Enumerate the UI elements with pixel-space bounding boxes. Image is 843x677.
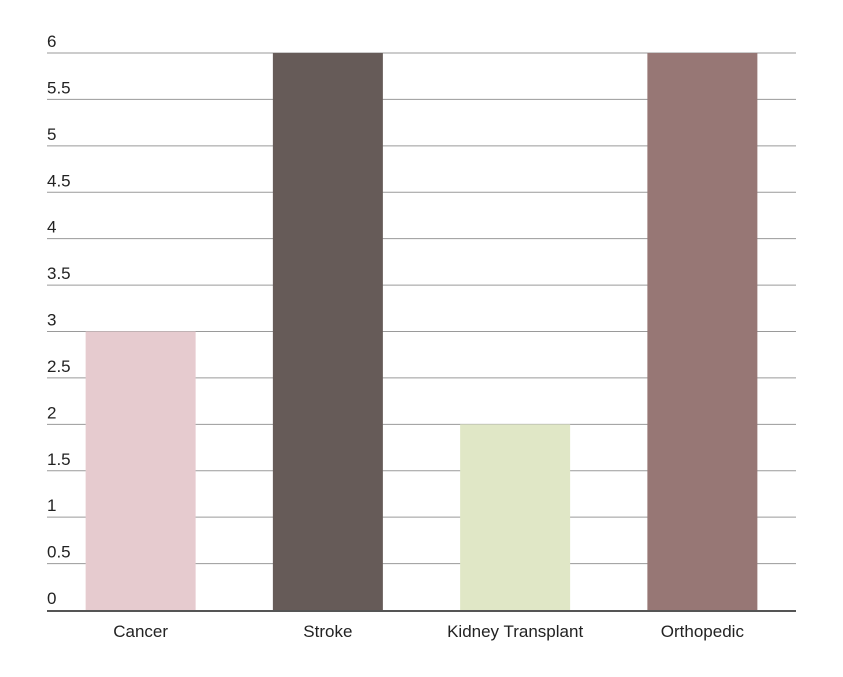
y-tick-label: 3	[47, 311, 56, 330]
y-tick-label: 3.5	[47, 264, 71, 283]
y-tick-label: 2	[47, 403, 56, 422]
bar-cancer	[85, 331, 196, 610]
y-tick-label: 6	[47, 32, 56, 51]
bars	[85, 53, 758, 610]
x-category-label: Kidney Transplant	[447, 622, 583, 641]
y-tick-label: 4.5	[47, 171, 71, 190]
y-tick-label: 1.5	[47, 450, 71, 469]
y-tick-label: 5	[47, 125, 56, 144]
y-tick-label: 1	[47, 496, 56, 515]
bar-stroke	[272, 53, 383, 610]
y-tick-label: 5.5	[47, 78, 71, 97]
y-tick-label: 4	[47, 218, 56, 237]
bar-kidney-transplant	[460, 424, 571, 610]
y-tick-label: 0	[47, 589, 56, 608]
x-category-label: Stroke	[303, 622, 352, 641]
x-axis-category-labels: Cancer Stroke Kidney Transplant Orthopedic	[113, 622, 744, 641]
bar-orthopedic	[647, 53, 758, 610]
x-category-label: Orthopedic	[661, 622, 745, 641]
y-axis-tick-labels: 0 0.5 1 1.5 2 2.5 3 3.5 4 4.5 5 5.5 6	[47, 32, 71, 608]
y-tick-label: 0.5	[47, 543, 71, 562]
x-category-label: Cancer	[113, 622, 168, 641]
y-tick-label: 2.5	[47, 357, 71, 376]
